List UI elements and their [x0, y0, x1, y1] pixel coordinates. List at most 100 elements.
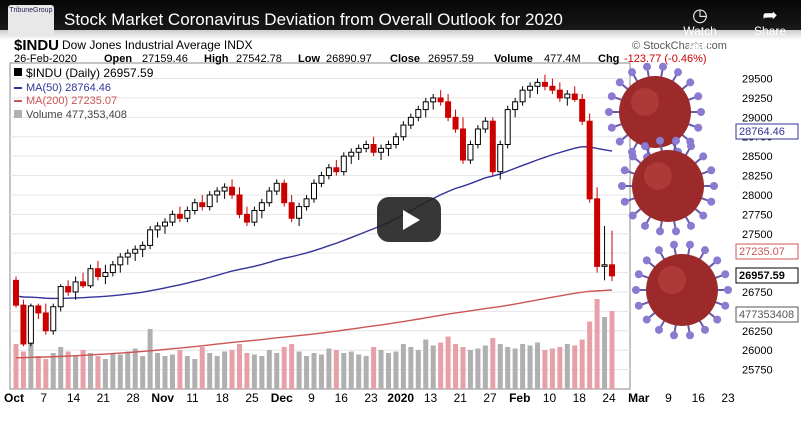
volume-bar: [102, 359, 108, 389]
share-button[interactable]: ➦ Share: [740, 6, 800, 38]
volume-bar: [20, 351, 26, 389]
volume-bar: [512, 348, 518, 389]
volume-bar: [140, 356, 146, 389]
spike-tip: [699, 211, 708, 220]
volume-bar: [445, 336, 451, 389]
spike-tip: [620, 197, 629, 206]
coronavirus-image: [632, 240, 732, 340]
candle-body: [482, 120, 489, 130]
x-tick-label: 7: [40, 391, 47, 405]
candle-body: [512, 101, 519, 111]
candle-body: [132, 248, 139, 254]
volume-bar: [259, 356, 265, 389]
x-tick-label: Oct: [4, 391, 24, 405]
volume-bar: [549, 348, 555, 389]
volume-bar: [460, 347, 466, 389]
candle-body: [504, 109, 511, 145]
spike-tip: [628, 68, 636, 77]
candle-body: [325, 167, 332, 177]
volume-bar: [587, 321, 593, 389]
candle-body: [80, 281, 87, 287]
volume-bar: [475, 348, 481, 389]
spike-tip: [642, 315, 651, 324]
candle-body: [556, 89, 563, 99]
volume-bar: [609, 311, 615, 389]
volume-bar: [393, 351, 399, 389]
spike-tip: [607, 92, 616, 101]
channel-avatar[interactable]: TribuneGroup: [8, 5, 54, 35]
volume-bar: [304, 356, 310, 389]
candle-body: [303, 198, 310, 208]
price-tag-box: [735, 243, 799, 260]
watch-later-label: Watch later: [683, 24, 717, 52]
price-tag-label: 27235.07: [739, 246, 785, 258]
volume-bar: [296, 351, 302, 389]
spike-tip: [632, 286, 640, 294]
volume-bar: [177, 350, 183, 389]
volume-bar: [132, 348, 138, 389]
candle-body: [243, 213, 250, 223]
y-tick-label: 28500: [742, 151, 773, 163]
chart-watermark: © StockCharts.com: [632, 40, 727, 52]
candle-body: [609, 264, 615, 277]
candle-body: [407, 116, 414, 126]
volume-bar: [490, 338, 496, 389]
candle-body: [392, 136, 399, 146]
x-axis-ticks: Oct 7 14 21 28 Nov 11 18 25 Dec 9 16 23 2020 13 21 27 Feb…: [4, 391, 735, 405]
x-tick-label: 23: [721, 391, 735, 405]
legend-swatch-price: [14, 68, 22, 76]
play-button[interactable]: [377, 197, 441, 242]
y-tick-label: 26750: [742, 287, 773, 299]
volume-bar: [467, 350, 473, 389]
candle-body: [474, 128, 481, 146]
y-tick-label: 25750: [742, 365, 773, 377]
volume-label: Volume: [494, 53, 533, 65]
candle-body: [422, 101, 429, 111]
volume-bar: [579, 339, 585, 389]
candle-body: [467, 144, 474, 161]
candle-body: [311, 182, 317, 200]
volume-bar: [333, 350, 339, 389]
candle-body: [13, 279, 19, 306]
candle-body: [117, 256, 124, 266]
x-tick-label: 23: [364, 391, 378, 405]
volume-bar: [237, 344, 242, 389]
volume-bar: [88, 353, 93, 389]
candle-body: [594, 198, 601, 267]
spike-tip: [605, 108, 613, 116]
close-label: Close: [390, 53, 420, 65]
spike-tip: [724, 286, 732, 294]
open-value: 27159.46: [142, 53, 188, 65]
candle-body: [400, 124, 407, 138]
candle-body: [169, 213, 176, 223]
volume-bar: [162, 356, 168, 389]
spike-tip: [615, 78, 624, 87]
y-tick-label: 26250: [742, 326, 773, 338]
ma200-line: [15, 289, 613, 359]
spike-tip: [615, 137, 624, 146]
spike-tip: [694, 92, 703, 101]
video-title[interactable]: Stock Market Coronavirus Deviation from …: [64, 10, 563, 29]
spike-tip: [620, 166, 629, 175]
y-tick-label: 27500: [742, 229, 773, 241]
youtube-top-bar: [0, 0, 801, 40]
price-tags: 28764.46 27235.07 26957.59 477353408: [735, 123, 799, 323]
volume-bar: [482, 345, 488, 389]
low-value: 26890.97: [326, 53, 372, 65]
x-tick-label: 11: [186, 391, 199, 405]
x-tick-label: 25: [245, 391, 259, 405]
price-tag-label: 28764.46: [739, 126, 785, 138]
candle-body: [35, 305, 42, 314]
candle-body: [65, 286, 72, 293]
x-tick-label: 13: [424, 391, 438, 405]
spike-tip: [634, 270, 643, 279]
volume-bars: [13, 299, 615, 389]
volume-bar: [289, 344, 295, 389]
volume-bar: [147, 329, 153, 389]
legend-volume: Volume 477,353,408: [26, 109, 127, 121]
volume-bar: [564, 344, 570, 389]
candle-body: [139, 244, 146, 250]
watch-later-button[interactable]: ◷ Watch later: [670, 6, 730, 52]
price-tag-box: [735, 267, 799, 284]
